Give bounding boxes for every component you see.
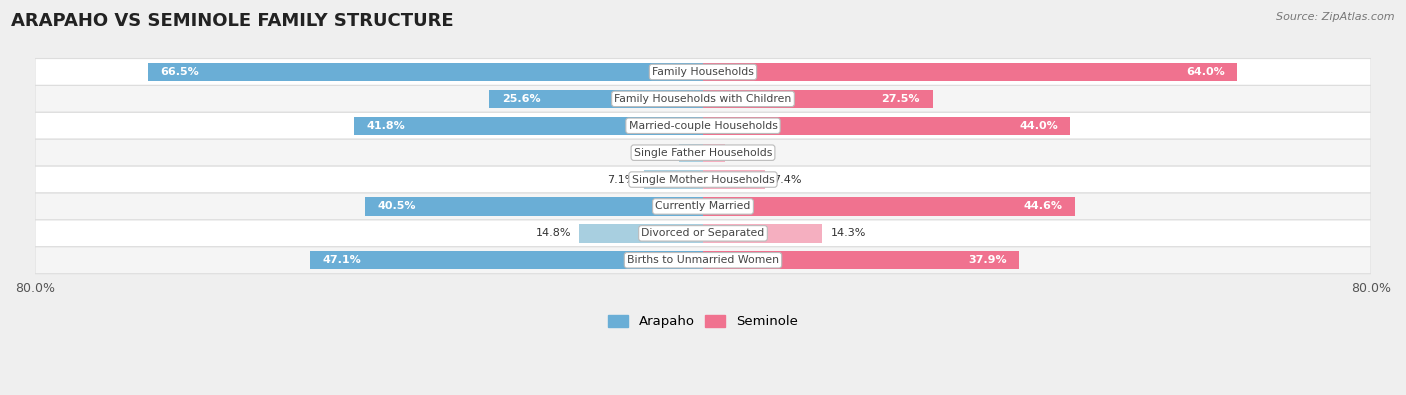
Text: 7.4%: 7.4% — [773, 175, 801, 184]
Bar — [309, 251, 703, 269]
Text: Divorced or Separated: Divorced or Separated — [641, 228, 765, 238]
Text: 25.6%: 25.6% — [502, 94, 540, 104]
Text: Married-couple Households: Married-couple Households — [628, 121, 778, 131]
FancyBboxPatch shape — [35, 139, 1371, 166]
FancyBboxPatch shape — [35, 247, 1371, 274]
Bar — [703, 170, 765, 189]
Bar — [703, 198, 1076, 216]
Bar — [703, 90, 932, 108]
Text: Currently Married: Currently Married — [655, 201, 751, 211]
Text: 37.9%: 37.9% — [969, 255, 1007, 265]
Bar — [679, 143, 703, 162]
Bar — [703, 251, 1019, 269]
Bar — [148, 63, 703, 81]
Text: 44.0%: 44.0% — [1019, 121, 1057, 131]
Text: 7.1%: 7.1% — [607, 175, 636, 184]
Text: Family Households with Children: Family Households with Children — [614, 94, 792, 104]
Bar — [364, 198, 703, 216]
Text: 14.3%: 14.3% — [831, 228, 866, 238]
FancyBboxPatch shape — [35, 193, 1371, 220]
Bar — [703, 63, 1237, 81]
Text: Single Mother Households: Single Mother Households — [631, 175, 775, 184]
Legend: Arapaho, Seminole: Arapaho, Seminole — [603, 310, 803, 334]
Text: 41.8%: 41.8% — [367, 121, 405, 131]
FancyBboxPatch shape — [35, 112, 1371, 139]
Text: Source: ZipAtlas.com: Source: ZipAtlas.com — [1277, 12, 1395, 22]
Bar — [644, 170, 703, 189]
Text: 27.5%: 27.5% — [882, 94, 920, 104]
FancyBboxPatch shape — [35, 58, 1371, 85]
Text: Births to Unmarried Women: Births to Unmarried Women — [627, 255, 779, 265]
Text: Single Father Households: Single Father Households — [634, 148, 772, 158]
Bar — [489, 90, 703, 108]
Bar — [579, 224, 703, 243]
Text: 14.8%: 14.8% — [536, 228, 571, 238]
FancyBboxPatch shape — [35, 220, 1371, 247]
Text: 44.6%: 44.6% — [1024, 201, 1063, 211]
Bar — [703, 224, 823, 243]
Text: ARAPAHO VS SEMINOLE FAMILY STRUCTURE: ARAPAHO VS SEMINOLE FAMILY STRUCTURE — [11, 12, 454, 30]
Text: 47.1%: 47.1% — [322, 255, 361, 265]
Bar — [703, 117, 1070, 135]
Text: 40.5%: 40.5% — [377, 201, 416, 211]
Text: 66.5%: 66.5% — [160, 67, 200, 77]
FancyBboxPatch shape — [35, 166, 1371, 193]
Text: Family Households: Family Households — [652, 67, 754, 77]
Text: 64.0%: 64.0% — [1187, 67, 1225, 77]
FancyBboxPatch shape — [35, 85, 1371, 112]
Text: 2.6%: 2.6% — [733, 148, 762, 158]
Bar — [703, 143, 724, 162]
Text: 2.9%: 2.9% — [643, 148, 671, 158]
Bar — [354, 117, 703, 135]
